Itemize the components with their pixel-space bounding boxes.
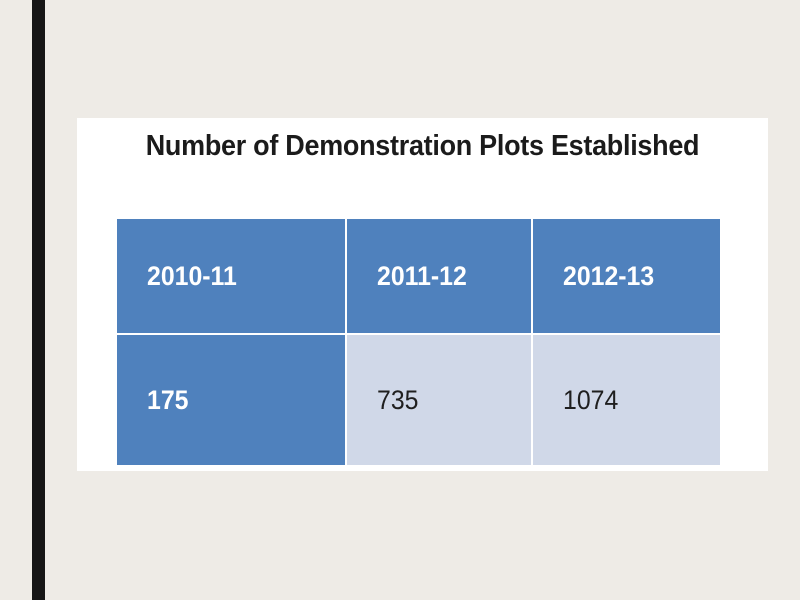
column-header-2012-13: 2012-13 <box>533 219 720 333</box>
column-header-2010-11: 2010-11 <box>117 219 345 333</box>
data-table: 2010-11 2011-12 2012-13 175 735 1074 <box>117 219 720 465</box>
table-cell-2011-12: 735 <box>347 335 531 465</box>
table-title: Number of Demonstration Plots Establishe… <box>145 130 700 162</box>
table-cell-2010-11: 175 <box>117 335 345 465</box>
table-panel: Number of Demonstration Plots Establishe… <box>77 118 768 471</box>
left-accent-bar <box>32 0 45 600</box>
table-cell-2012-13: 1074 <box>533 335 720 465</box>
column-header-2011-12: 2011-12 <box>347 219 531 333</box>
